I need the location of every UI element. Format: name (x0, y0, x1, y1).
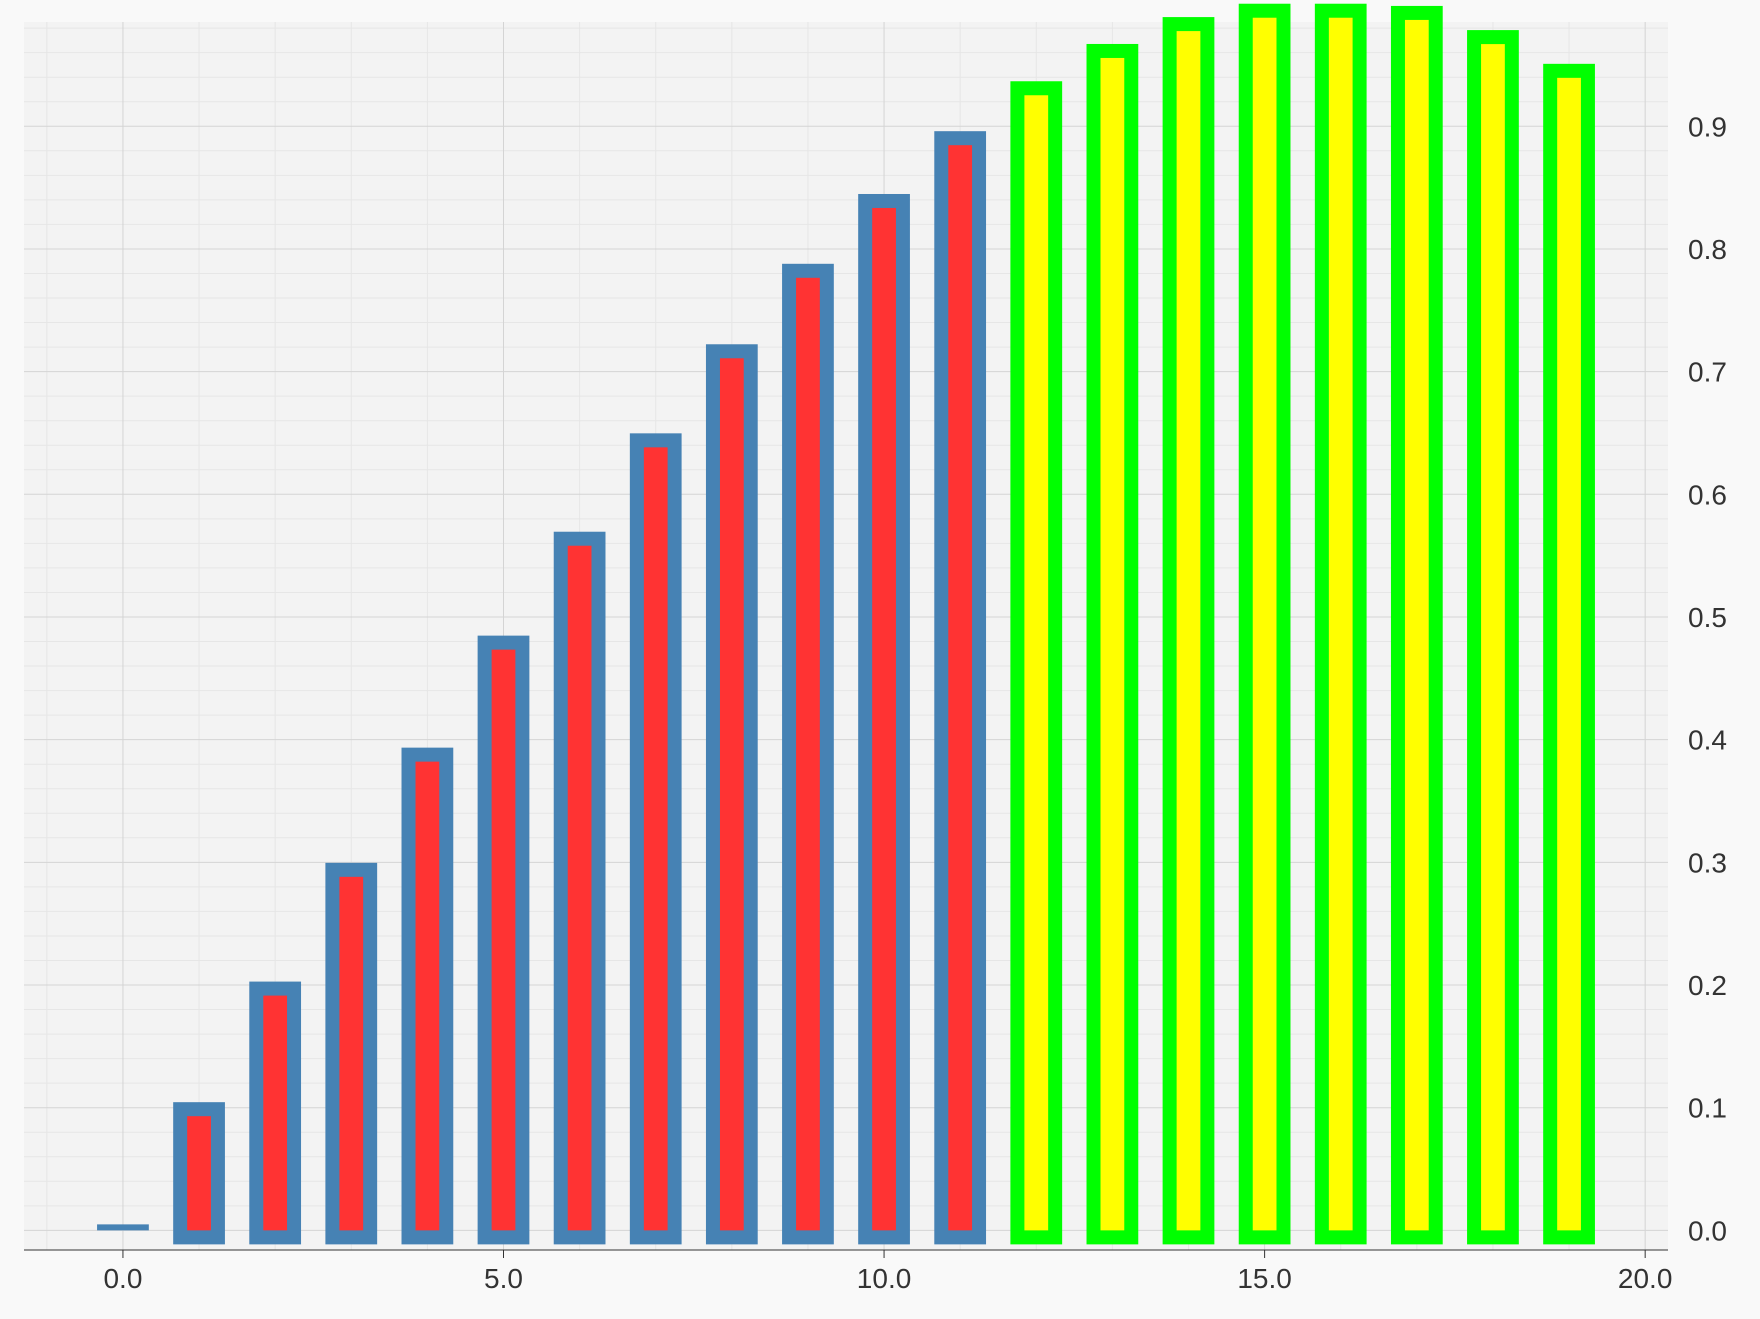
bar-5 (477, 635, 530, 1245)
bar-8 (705, 344, 758, 1245)
bar-19 (1543, 63, 1595, 1245)
y-tick-label: 0.3 (1688, 847, 1727, 878)
bar-7 (629, 433, 682, 1245)
y-tick-label: 0.6 (1688, 479, 1727, 510)
bar-6 (553, 531, 606, 1245)
x-tick-label: 10.0 (857, 1263, 912, 1294)
y-tick-label: 0.4 (1688, 725, 1727, 756)
x-axis: 0.0 5.0 10.0 15.0 20.0 (24, 1249, 1673, 1294)
major-gridlines (24, 22, 1668, 1250)
bar-1 (173, 1102, 225, 1245)
y-axis: 0.0 0.1 0.2 0.3 0.4 0.5 0.6 0.7 0.8 0.9 (1688, 111, 1727, 1246)
bar-10 (858, 193, 910, 1245)
x-tick-label: 0.0 (103, 1263, 142, 1294)
bar-18 (1467, 30, 1519, 1245)
bar-15 (1238, 3, 1291, 1245)
y-tick-label: 0.5 (1688, 602, 1727, 633)
bar-14 (1162, 17, 1215, 1245)
bar-9 (782, 263, 834, 1245)
bar-series (97, 3, 1595, 1245)
bar-11 (934, 131, 987, 1245)
bar-13 (1086, 43, 1139, 1245)
x-tick-label: 20.0 (1618, 1263, 1673, 1294)
x-tick-label: 5.0 (484, 1263, 523, 1294)
y-tick-label: 0.0 (1688, 1215, 1727, 1246)
bar-17 (1390, 5, 1443, 1245)
bar-0 (97, 1224, 149, 1231)
bar-3 (325, 862, 378, 1245)
x-tick-label: 15.0 (1237, 1263, 1292, 1294)
y-tick-label: 0.9 (1688, 111, 1727, 142)
y-tick-label: 0.2 (1688, 970, 1727, 1001)
y-tick-label: 0.7 (1688, 357, 1727, 388)
bar-2 (249, 981, 302, 1245)
bar-12 (1010, 81, 1063, 1245)
bar-16 (1314, 3, 1367, 1245)
bar-4 (401, 747, 454, 1245)
y-tick-label: 0.8 (1688, 234, 1727, 265)
y-tick-label: 0.1 (1688, 1093, 1727, 1124)
